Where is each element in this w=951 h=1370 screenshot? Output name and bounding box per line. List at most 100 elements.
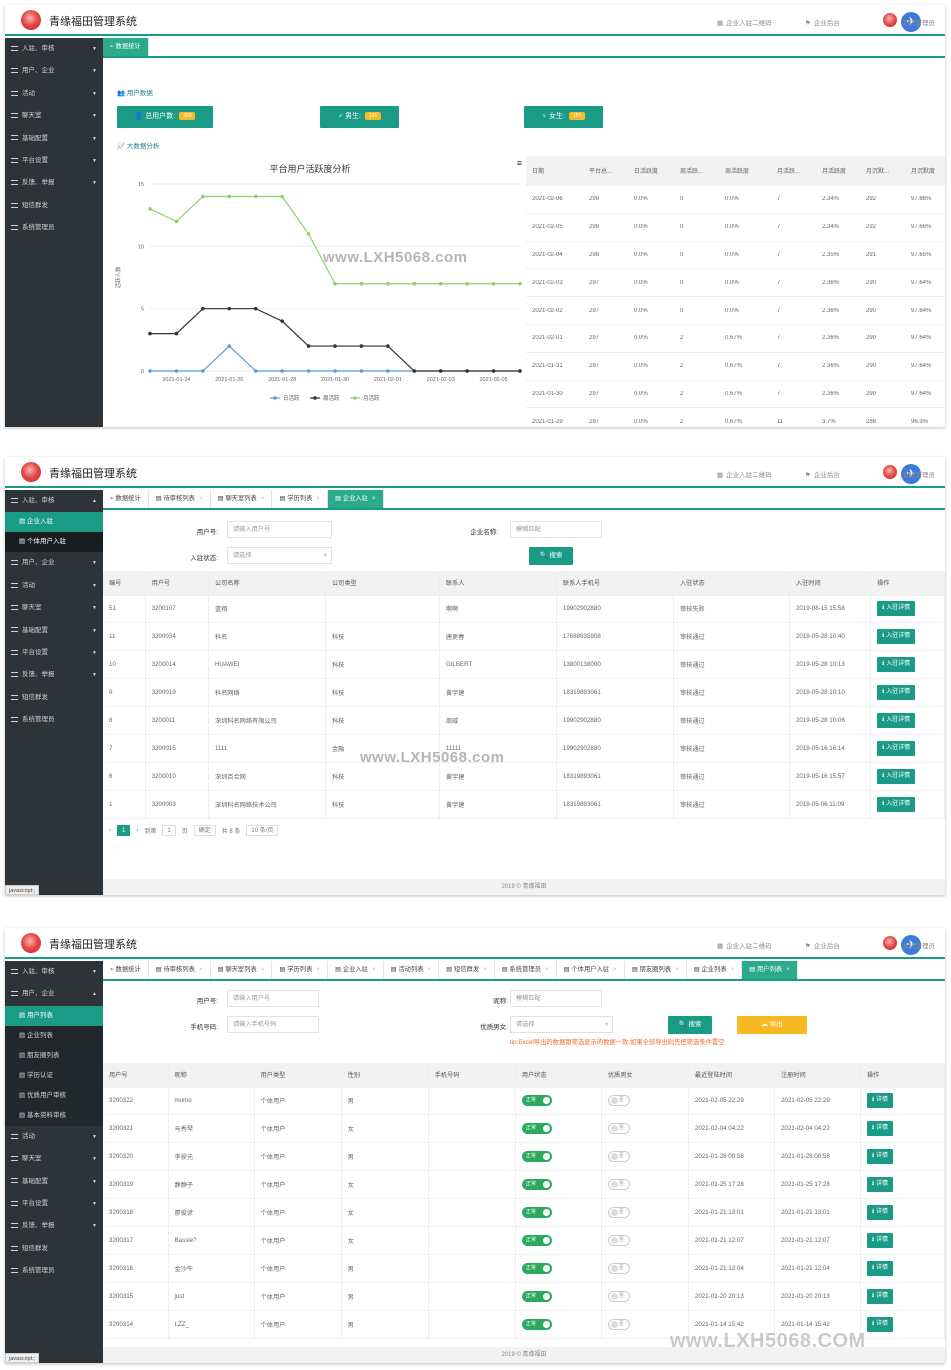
sidebar-item[interactable]: 反馈、举报 ▼ [5, 664, 103, 686]
sidebar-subitem[interactable]: ▤ 基本资料审核 [5, 1105, 103, 1126]
export-button[interactable]: ☁ 导出 [737, 1016, 807, 1034]
detail-button[interactable]: ℹ 详情 [866, 1093, 893, 1109]
sidebar-item[interactable]: 系统管理员 [5, 217, 103, 239]
close-icon[interactable]: × [730, 966, 735, 973]
bird-icon[interactable]: ✈ [901, 12, 921, 32]
search-button[interactable]: 🔍 搜索 [529, 547, 573, 565]
sidebar-item[interactable]: 系统管理员 [5, 709, 103, 731]
sidebar-subitem[interactable]: ▤ 企业入驻 [5, 512, 103, 533]
page-1[interactable]: 1 [117, 825, 131, 836]
status-toggle[interactable]: 正常 [521, 1318, 552, 1330]
close-icon[interactable]: × [613, 966, 617, 973]
user-no-input[interactable]: 请输入用户号 [227, 521, 332, 538]
close-icon[interactable]: × [675, 966, 679, 973]
sidebar-subitem[interactable]: ▤ 优质用户审核 [5, 1085, 103, 1106]
close-icon[interactable]: × [371, 495, 376, 502]
close-icon[interactable]: × [260, 495, 265, 502]
entry-detail-button[interactable]: ℹ 入驻详情 [877, 601, 916, 617]
detail-button[interactable]: ℹ 详情 [866, 1260, 893, 1276]
detail-button[interactable]: ℹ 详情 [866, 1316, 893, 1332]
sidebar-item[interactable]: 活动 ▼ [5, 83, 103, 105]
sidebar-item[interactable]: 平台设置 ▼ [5, 150, 103, 172]
sidebar-item[interactable]: 平台设置 ▼ [5, 1193, 103, 1215]
tab[interactable]: ▤ 企业列表 × [687, 961, 743, 979]
backend-link[interactable]: ⚑ 企业后台 [805, 943, 840, 950]
tab-data-stats[interactable]: ⌁ 数据统计 [103, 38, 149, 56]
sidebar-subitem[interactable]: ▤ 用户列表 [5, 1005, 103, 1026]
sidebar-item[interactable]: 短信群发 [5, 687, 103, 709]
entry-detail-button[interactable]: ℹ 入驻详情 [877, 740, 916, 756]
backend-link[interactable]: ⚑ 企业后台 [805, 20, 840, 27]
close-icon[interactable]: × [260, 966, 265, 973]
sidebar-item[interactable]: 基础配置 ▼ [5, 1171, 103, 1193]
sidebar-item[interactable]: 聊天室 ▼ [5, 597, 103, 619]
status-toggle[interactable]: 正常 [521, 1179, 552, 1191]
close-icon[interactable]: × [316, 966, 321, 973]
tab[interactable]: ⌁ 数据统计 [103, 961, 149, 979]
admin-name[interactable]: 系统管理员 [902, 943, 936, 950]
tab[interactable]: ▤ 企业入驻 × [328, 490, 384, 508]
close-icon[interactable]: × [483, 966, 487, 973]
avatar[interactable] [883, 936, 897, 950]
sidebar-item[interactable]: 入驻、审核 ▼ [5, 38, 103, 60]
tab[interactable]: ▤ 聊天室列表 × [211, 961, 273, 979]
sidebar-subitem[interactable]: ▤ 学历认证 [5, 1065, 103, 1086]
tab[interactable]: ▤ 个体用户入驻 × [557, 961, 625, 979]
sidebar-item[interactable]: 聊天室 ▼ [5, 105, 103, 127]
tab[interactable]: ▤ 系统管理员 × [495, 961, 557, 979]
tab[interactable]: ▤ 短信群发 × [439, 961, 495, 979]
status-toggle[interactable]: 正常 [521, 1262, 552, 1274]
confirm-button[interactable]: 确定 [193, 825, 216, 836]
detail-button[interactable]: ℹ 详情 [866, 1288, 893, 1304]
close-icon[interactable]: × [544, 966, 549, 973]
quality-select[interactable]: 请选择 ▾ [510, 1016, 613, 1033]
detail-button[interactable]: ℹ 详情 [866, 1149, 893, 1165]
quality-toggle[interactable]: 否 [607, 1290, 630, 1302]
close-icon[interactable]: × [198, 495, 203, 502]
admin-name[interactable]: 系统管理员 [902, 472, 936, 479]
quality-toggle[interactable]: 否 [607, 1095, 630, 1107]
sidebar-subitem[interactable]: ▤ 个体用户入驻 [5, 532, 103, 553]
sidebar-item[interactable]: 反馈、举报 ▼ [5, 1215, 103, 1237]
status-toggle[interactable]: 正常 [521, 1290, 552, 1302]
tab[interactable]: ▤ 用户列表 × [742, 961, 798, 979]
avatar[interactable] [883, 13, 897, 27]
entry-detail-button[interactable]: ℹ 入驻详情 [877, 685, 916, 701]
qr-link[interactable]: ▦ 企业入驻二维码 [717, 472, 772, 479]
prev-icon[interactable]: ‹ [109, 827, 111, 834]
sidebar-subitem[interactable]: ▤ 朋友圈列表 [5, 1045, 103, 1066]
status-toggle[interactable]: 正常 [521, 1095, 552, 1107]
bird-icon[interactable]: ✈ [901, 464, 921, 484]
status-toggle[interactable]: 正常 [521, 1234, 552, 1246]
sidebar-item[interactable]: 短信群发 [5, 1238, 103, 1260]
qr-link[interactable]: ▦ 企业入驻二维码 [717, 943, 772, 950]
close-icon[interactable]: × [371, 966, 376, 973]
sidebar-item[interactable]: 活动 ▼ [5, 575, 103, 597]
company-name-input[interactable]: 模糊匹配 [510, 521, 602, 538]
detail-button[interactable]: ℹ 详情 [866, 1121, 893, 1137]
qr-link[interactable]: ▦ 企业入驻二维码 [717, 20, 772, 27]
detail-button[interactable]: ℹ 详情 [866, 1205, 893, 1220]
status-toggle[interactable]: 正常 [521, 1207, 552, 1218]
tab[interactable]: ▤ 企业入驻 × [328, 961, 384, 979]
entry-detail-button[interactable]: ℹ 入驻详情 [877, 796, 916, 812]
bird-icon[interactable]: ✈ [901, 935, 921, 955]
detail-button[interactable]: ℹ 详情 [866, 1177, 893, 1193]
sidebar-item[interactable]: 用户、企业 ▼ [5, 552, 103, 574]
backend-link[interactable]: ⚑ 企业后台 [805, 472, 840, 479]
status-toggle[interactable]: 正常 [521, 1151, 552, 1163]
sidebar-item[interactable]: 基础配置 ▼ [5, 128, 103, 150]
quality-toggle[interactable]: 否 [607, 1318, 630, 1330]
male-card[interactable]: ♂ 男生: 135 [320, 106, 399, 128]
tab[interactable]: ▤ 学历列表 × [272, 961, 329, 979]
entry-detail-button[interactable]: ℹ 入驻详情 [877, 713, 916, 728]
detail-button[interactable]: ℹ 详情 [866, 1232, 893, 1248]
quality-toggle[interactable]: 否 [607, 1207, 630, 1218]
sidebar-item[interactable]: 用户、企业 ▲ [5, 983, 103, 1005]
goto-input[interactable]: 1 [162, 825, 176, 836]
status-select[interactable]: 请选择 ▾ [227, 547, 332, 564]
quality-toggle[interactable]: 否 [607, 1123, 630, 1135]
avatar[interactable] [883, 465, 897, 479]
close-icon[interactable]: × [427, 966, 432, 973]
sidebar-item[interactable]: 入驻、审核 ▼ [5, 961, 103, 983]
